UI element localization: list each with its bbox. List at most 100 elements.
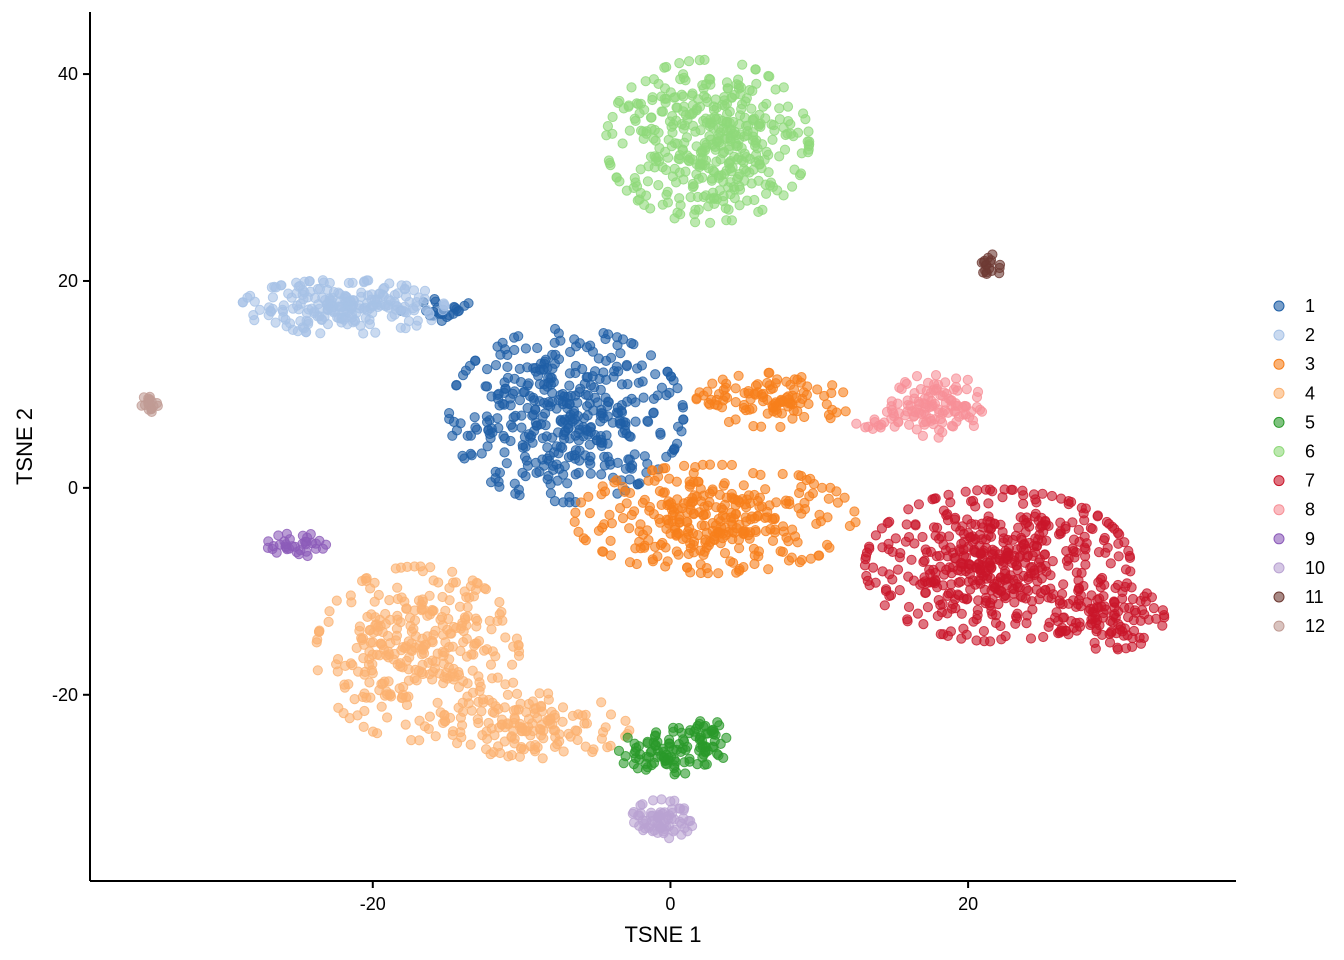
data-point-6 bbox=[767, 134, 778, 145]
data-point-4 bbox=[558, 746, 569, 757]
data-point-3 bbox=[611, 475, 622, 486]
data-point-7 bbox=[1112, 642, 1123, 653]
data-point-6 bbox=[726, 215, 738, 226]
data-point-3 bbox=[643, 475, 654, 486]
data-point-7 bbox=[1033, 557, 1045, 568]
data-point-6 bbox=[758, 101, 769, 112]
data-point-8 bbox=[889, 421, 900, 432]
data-point-7 bbox=[983, 498, 994, 509]
data-point-6 bbox=[659, 62, 670, 73]
data-point-4 bbox=[467, 687, 479, 698]
data-point-3 bbox=[765, 384, 776, 395]
data-point-7 bbox=[879, 600, 890, 611]
data-point-6 bbox=[774, 114, 786, 125]
data-point-4 bbox=[497, 615, 508, 626]
data-point-6 bbox=[778, 82, 789, 93]
data-point-7 bbox=[1000, 631, 1011, 642]
data-point-7 bbox=[1073, 585, 1084, 596]
data-point-8 bbox=[933, 432, 944, 443]
data-point-7 bbox=[1047, 556, 1058, 567]
data-point-4 bbox=[401, 641, 412, 652]
data-point-2 bbox=[408, 285, 420, 296]
data-point-6 bbox=[694, 101, 706, 112]
data-point-2 bbox=[374, 288, 386, 299]
y-tick-label: 20 bbox=[58, 271, 78, 291]
data-point-1 bbox=[632, 479, 643, 490]
data-point-6 bbox=[630, 115, 641, 127]
data-point-1 bbox=[677, 402, 689, 413]
data-point-7 bbox=[1122, 630, 1133, 641]
data-point-3 bbox=[781, 498, 792, 509]
data-point-7 bbox=[876, 523, 888, 534]
y-axis-title: TSNE 2 bbox=[12, 408, 37, 485]
data-point-7 bbox=[861, 570, 872, 582]
data-point-7 bbox=[961, 629, 972, 640]
data-point-5 bbox=[613, 745, 625, 757]
data-point-7 bbox=[1159, 610, 1170, 621]
data-point-1 bbox=[549, 337, 560, 348]
data-point-4 bbox=[438, 678, 449, 689]
data-point-1 bbox=[545, 372, 556, 383]
data-point-5 bbox=[699, 759, 710, 770]
data-point-6 bbox=[724, 157, 735, 168]
legend-item-10: 10 bbox=[1273, 558, 1325, 578]
data-point-7 bbox=[970, 501, 981, 512]
data-point-1 bbox=[520, 471, 531, 482]
data-point-3 bbox=[715, 538, 726, 549]
data-point-3 bbox=[812, 384, 823, 395]
data-point-3 bbox=[728, 513, 739, 524]
data-point-3 bbox=[647, 554, 658, 565]
data-point-6 bbox=[631, 181, 643, 192]
data-point-6 bbox=[626, 82, 637, 93]
data-point-2 bbox=[398, 305, 409, 316]
data-point-4 bbox=[392, 582, 403, 593]
data-point-7 bbox=[910, 520, 921, 531]
data-point-5 bbox=[713, 750, 724, 761]
data-point-6 bbox=[696, 145, 708, 156]
data-point-1 bbox=[564, 380, 575, 391]
data-point-6 bbox=[800, 114, 811, 125]
data-point-11 bbox=[979, 255, 990, 266]
legend-item-7: 7 bbox=[1273, 471, 1315, 491]
data-point-4 bbox=[418, 641, 429, 652]
data-point-4 bbox=[567, 710, 579, 722]
data-point-7 bbox=[883, 538, 894, 549]
data-point-4 bbox=[398, 681, 409, 693]
data-point-4 bbox=[605, 740, 616, 751]
data-point-2 bbox=[345, 295, 356, 306]
data-point-4 bbox=[537, 753, 548, 764]
data-point-3 bbox=[814, 509, 825, 520]
legend-label: 4 bbox=[1305, 383, 1315, 403]
data-point-4 bbox=[471, 621, 482, 632]
data-point-7 bbox=[1035, 588, 1047, 599]
data-point-3 bbox=[575, 497, 587, 508]
data-point-1 bbox=[553, 394, 565, 406]
data-point-5 bbox=[668, 722, 679, 733]
data-point-7 bbox=[912, 608, 924, 619]
data-point-3 bbox=[775, 395, 787, 406]
data-point-8 bbox=[869, 417, 880, 428]
data-point-7 bbox=[985, 636, 996, 647]
data-point-7 bbox=[1117, 593, 1128, 604]
data-point-7 bbox=[952, 589, 963, 600]
data-point-7 bbox=[1135, 595, 1146, 607]
data-point-8 bbox=[851, 418, 862, 429]
data-point-3 bbox=[663, 518, 675, 529]
data-point-1 bbox=[573, 419, 584, 430]
data-point-6 bbox=[708, 104, 720, 116]
data-point-7 bbox=[1005, 570, 1016, 581]
data-point-6 bbox=[603, 155, 615, 166]
data-point-1 bbox=[466, 450, 477, 461]
data-point-1 bbox=[585, 422, 596, 434]
data-point-4 bbox=[536, 730, 547, 741]
data-point-1 bbox=[513, 331, 524, 342]
data-point-1 bbox=[516, 422, 527, 433]
data-point-6 bbox=[787, 181, 798, 192]
data-point-11 bbox=[984, 263, 995, 274]
data-point-7 bbox=[903, 504, 914, 515]
data-point-7 bbox=[987, 544, 998, 555]
data-point-6 bbox=[618, 103, 629, 114]
data-point-1 bbox=[530, 457, 542, 468]
